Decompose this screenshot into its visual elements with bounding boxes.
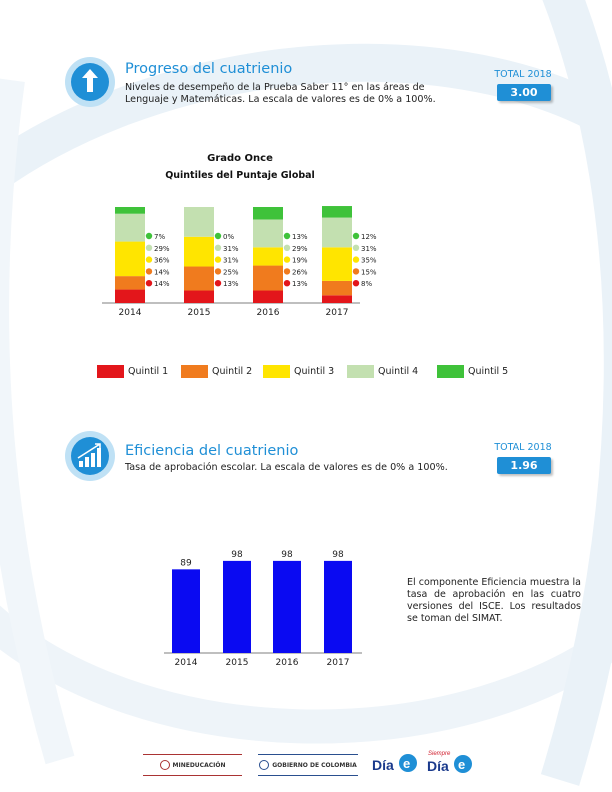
legend-label: Quintil 4: [378, 366, 419, 377]
chart-1-subtitle: Quintiles del Puntaje Global: [165, 170, 315, 181]
shield-icon: [159, 760, 170, 770]
progreso-total-label: TOTAL 2018: [494, 69, 552, 80]
efficiency-icon: [64, 430, 116, 482]
legend-label: Quintil 3: [294, 366, 335, 377]
progreso-title: Progreso del cuatrienio: [125, 61, 293, 77]
legend-swatch: [347, 365, 374, 378]
legend-label: Quintil 2: [212, 366, 253, 377]
legend-swatch: [437, 365, 464, 378]
chart-1-title: Grado Once: [207, 153, 273, 164]
shield-icon: [259, 760, 270, 770]
legend-quintil-4: Quintil 4: [347, 365, 418, 378]
legend-swatch: [97, 365, 124, 378]
siempre-dia-e-logo: Siempre Día e: [425, 748, 473, 776]
eficiencia-total-badge: 1.96: [497, 457, 551, 474]
progreso-total-badge: 3.00: [497, 84, 551, 101]
legend-quintil-5: Quintil 5: [437, 365, 508, 378]
legend-quintil-3: Quintil 3: [263, 365, 334, 378]
progress-icon: [64, 56, 116, 108]
eficiencia-description: Tasa de aprobación escolar. La escala de…: [125, 462, 448, 473]
gobierno-logo: GOBIERNO DE COLOMBIA: [258, 754, 358, 776]
svg-text:Siempre: Siempre: [428, 751, 451, 757]
efficiency-note: El componente Eficiencia muestra la tasa…: [407, 577, 581, 624]
svg-text:e: e: [403, 756, 410, 771]
logo-text: MINEDUCACIÓN: [172, 761, 226, 769]
progreso-description: Niveles de desempeño de la Prueba Saber …: [125, 82, 436, 105]
svg-text:Día: Día: [372, 757, 394, 773]
svg-text:e: e: [458, 757, 465, 772]
legend-quintil-1: Quintil 1: [97, 365, 168, 378]
logo-text: GOBIERNO DE COLOMBIA: [272, 761, 357, 769]
dia-e-logo: Día e: [370, 750, 418, 776]
svg-text:Día: Día: [427, 758, 449, 774]
legend-swatch: [181, 365, 208, 378]
eficiencia-title: Eficiencia del cuatrienio: [125, 443, 299, 459]
legend-label: Quintil 1: [128, 366, 169, 377]
eficiencia-total-label: TOTAL 2018: [494, 442, 552, 453]
legend-label: Quintil 5: [468, 366, 509, 377]
mineducacion-logo: MINEDUCACIÓN: [143, 754, 242, 776]
legend-quintil-2: Quintil 2: [181, 365, 252, 378]
legend-swatch: [263, 365, 290, 378]
